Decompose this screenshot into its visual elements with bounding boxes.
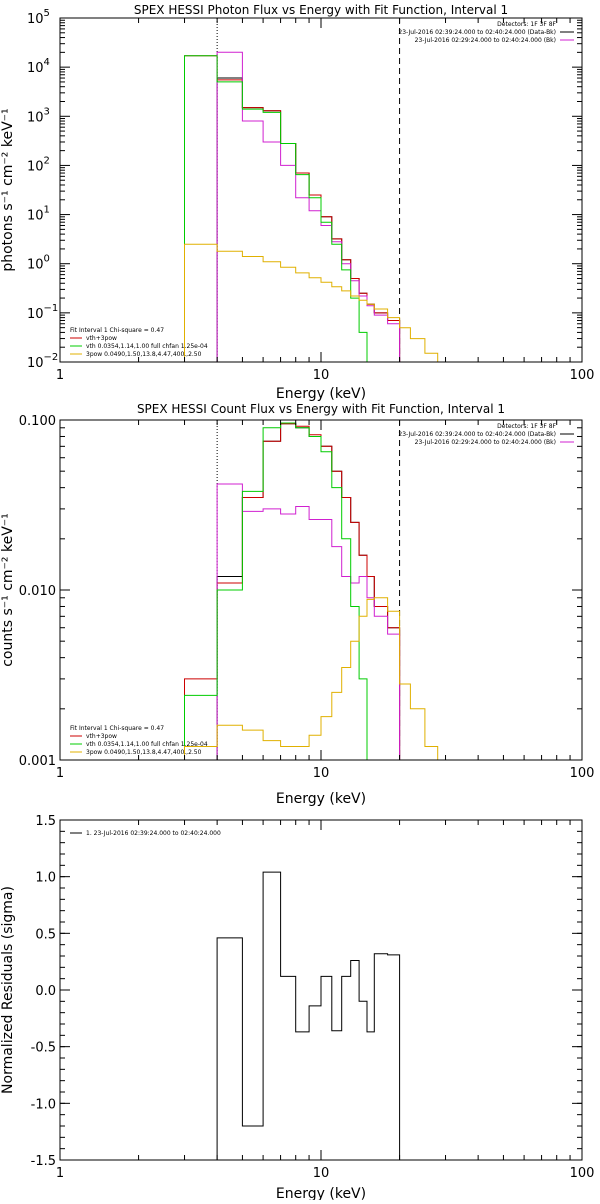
panel1-ytick-label-3: 101 xyxy=(27,205,50,224)
panel2-fit-legend-text-1: vth 0.0354,1.14,1.00 full chfan 1.25e-04 xyxy=(86,741,208,748)
panel3-legends: 1. 23-Jul-2016 02:39:24.000 to 02:40:24.… xyxy=(70,830,221,837)
panel3-series-0-histogram xyxy=(216,871,401,1160)
panel2-ytick-label-0: 0.001 xyxy=(19,754,56,769)
panel1-ytick-exp-7: 5 xyxy=(44,8,50,19)
panel1-fit-legend-text-2: 3pow 0.0490,1.50,13.8,4.47,400.,2.50 xyxy=(86,351,202,358)
panel3-ytick-label-3: 0.0 xyxy=(35,984,56,999)
panel3-ytick-label-4: 0.5 xyxy=(35,927,56,942)
panel2-fit-legend-text-0: vth+3pow xyxy=(86,733,117,740)
panel1-legend-top-text-1: 23-Jul-2016 02:39:24.000 to 02:40:24.000… xyxy=(398,29,556,36)
panel1-ytick-label-0: 10−2 xyxy=(27,352,58,371)
panel2-ytick-label-2: 0.100 xyxy=(19,414,56,429)
panel2-xtick-label-2: 100 xyxy=(570,766,595,781)
panel3-xlabel: Energy (keV) xyxy=(276,1186,366,1200)
panel1-plot-area xyxy=(184,18,453,362)
panel2-series-0-histogram xyxy=(216,423,401,760)
panel1-ytick-exp-2: 0 xyxy=(44,254,50,265)
panel1-ylabel: photons s⁻¹ cm⁻² keV⁻¹ xyxy=(0,108,16,271)
panel3-ytick-label-5: 1.0 xyxy=(35,871,56,886)
panel3-xtick-label-1: 10 xyxy=(313,1166,330,1181)
panel1-xlabel: Energy (keV) xyxy=(276,386,366,402)
panel1-fit-legend-text-1: vth 0.0354,1.14,1.00 full chfan 1.25e-04 xyxy=(86,343,208,350)
count-flux-panel: SPEX HESSI Count Flux vs Energy with Fit… xyxy=(0,402,594,807)
panel1-legend-top-text-0: Detectors: 1F 3F 8F xyxy=(497,21,556,28)
panel3-ytick-label-0: -1.5 xyxy=(31,1154,56,1169)
panel2-xlabel: Energy (keV) xyxy=(276,791,366,807)
panel2-series-4-histogram xyxy=(184,597,453,760)
panel2-legend-top-text-1: 23-Jul-2016 02:39:24.000 to 02:40:24.000… xyxy=(398,431,556,438)
panel1-fit-legend-header: Fit Interval 1 Chi-square = 0.47 xyxy=(70,327,164,334)
panel1-ytick-exp-4: 2 xyxy=(44,155,50,166)
panel1-ytick-label-5: 103 xyxy=(27,106,50,125)
panel1-series-2-histogram xyxy=(216,51,401,362)
photon-flux-panel: SPEX HESSI Photon Flux vs Energy with Fi… xyxy=(0,3,594,402)
panel1-ytick-exp-1: −1 xyxy=(44,303,59,314)
panel1-ytick-label-6: 104 xyxy=(27,57,50,76)
panel2-ylabel: counts s⁻¹ cm⁻² keV⁻¹ xyxy=(0,513,16,667)
panel2-fit-legend-header: Fit Interval 1 Chi-square = 0.47 xyxy=(70,725,164,732)
panel3-ytick-label-6: 1.5 xyxy=(35,814,56,829)
panel1-ytick-label-2: 100 xyxy=(27,254,50,273)
panel3-ylabel: Normalized Residuals (sigma) xyxy=(0,886,16,1094)
panel2-ticks: 1 10 100 0.001 0.010 0.100 xyxy=(19,414,595,781)
panel2-xtick-label-0: 1 xyxy=(56,766,64,781)
panel1-ytick-exp-3: 1 xyxy=(44,205,50,216)
panel1-xtick-label-2: 100 xyxy=(570,368,595,383)
panel3-legend-top-text-0: 1. 23-Jul-2016 02:39:24.000 to 02:40:24.… xyxy=(86,830,221,837)
panel1-fit-legend-text-0: vth+3pow xyxy=(86,335,117,342)
panel1-title: SPEX HESSI Photon Flux vs Energy with Fi… xyxy=(134,3,508,17)
panel2-title: SPEX HESSI Count Flux vs Energy with Fit… xyxy=(137,402,505,416)
panel1-series-3-histogram xyxy=(184,55,375,362)
panel1-axes-frame xyxy=(59,17,583,363)
panel2-series-1-histogram xyxy=(184,423,401,760)
panel2-series-2-histogram xyxy=(216,483,401,760)
panel3-ytick-label-1: -1.0 xyxy=(31,1097,56,1112)
panel2-series-3-histogram xyxy=(184,422,375,760)
panel3-ticks: 1 10 100 -1.5 -1.0 -0.5 0.0 0.5 1.0 1.5 xyxy=(31,814,595,1181)
residuals-panel: 1 10 100 -1.5 -1.0 -0.5 0.0 0.5 1.0 1.5 Energy (k… xyxy=(0,814,595,1202)
panel2-axes-frame xyxy=(59,419,583,761)
panel1-ytick-exp-0: −2 xyxy=(44,352,59,363)
panel2-legend-top-text-0: Detectors: 1F 3F 8F xyxy=(497,423,556,430)
panel1-legend-top-text-2: 23-Jul-2016 02:29:24.000 to 02:40:24.000… xyxy=(415,37,556,44)
panel1-xtick-label-1: 10 xyxy=(313,368,330,383)
panel1-ytick-exp-6: 4 xyxy=(44,57,50,68)
panel3-plot-area xyxy=(216,871,401,1160)
panel3-xtick-label-0: 1 xyxy=(56,1166,64,1181)
panel2-xtick-label-1: 10 xyxy=(313,766,330,781)
panel2-ytick-label-1: 0.010 xyxy=(19,584,56,599)
panel1-series-4-histogram xyxy=(184,243,453,362)
panel1-ytick-label-7: 105 xyxy=(27,8,50,27)
panel1-ytick-label-4: 102 xyxy=(27,155,50,174)
panel2-plot-area xyxy=(184,420,453,760)
panel3-xtick-label-2: 100 xyxy=(570,1166,595,1181)
panel1-ytick-label-1: 10−1 xyxy=(27,303,58,322)
panel3-ytick-label-2: -0.5 xyxy=(31,1041,56,1056)
panel2-legend-top-text-2: 23-Jul-2016 02:29:24.000 to 02:40:24.000… xyxy=(415,439,556,446)
panel2-fit-legend-text-2: 3pow 0.0490,1.50,13.8,4.47,400.,2.50 xyxy=(86,749,202,756)
panel1-xtick-label-0: 1 xyxy=(56,368,64,383)
panel1-ytick-exp-5: 3 xyxy=(44,106,50,117)
